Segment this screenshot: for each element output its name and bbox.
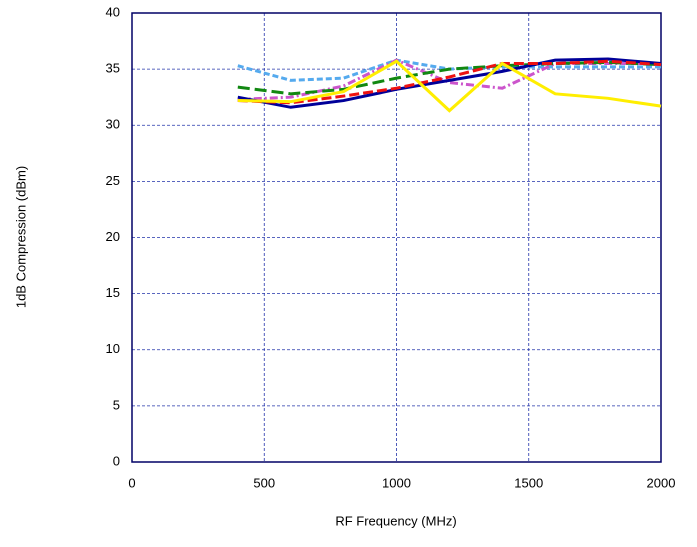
series-line [237,59,662,113]
y-tick-label: 25 [106,173,120,188]
series-line [237,60,662,96]
y-tick-label: 30 [106,117,120,132]
plot-frame [131,12,662,463]
y-tick-label: 15 [106,285,120,300]
series-line [237,57,662,109]
y-tick-label: 10 [106,341,120,356]
y-tick-label: 5 [113,397,120,412]
x-tick-label: 0 [128,475,135,490]
x-tick-label: 1500 [514,475,543,490]
y-tick-label: 40 [106,4,120,19]
x-tick-label: 500 [253,475,275,490]
y-tick-label: 0 [113,453,120,468]
y-axis-label: 1dB Compression (dBm) [13,166,28,308]
x-tick-label: 1000 [382,475,411,490]
x-axis-label: RF Frequency (MHz) [335,513,456,528]
y-tick-label: 20 [106,229,120,244]
y-tick-label: 35 [106,61,120,76]
x-tick-label: 2000 [647,475,676,490]
series-line [237,59,662,105]
